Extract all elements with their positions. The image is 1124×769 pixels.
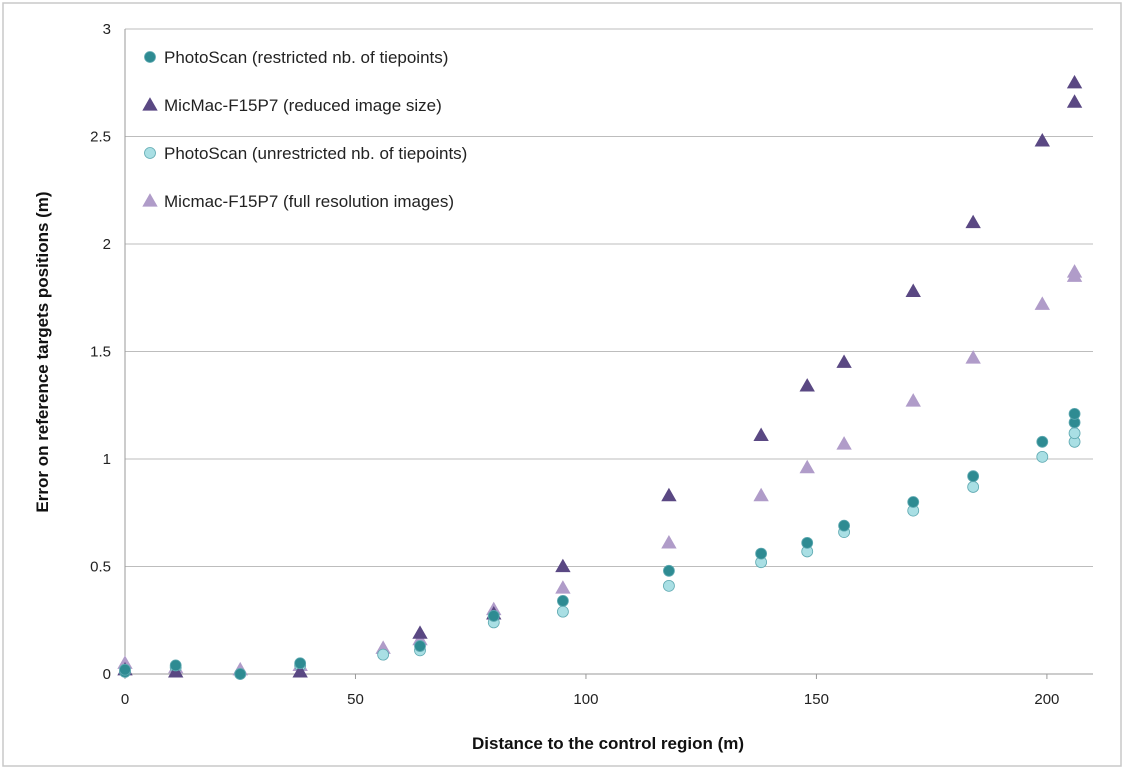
data-point-circle [838,519,850,532]
data-point-triangle [292,664,308,678]
data-point-circle [1068,427,1081,440]
data-point-circle [1036,450,1049,463]
x-axis-title: Distance to the control region (m) [472,734,744,753]
data-point-triangle [965,350,981,364]
data-point-triangle [753,487,769,502]
data-point-circle [967,470,980,483]
legend-marker [144,147,156,159]
y-tick-label: 2.5 [90,129,111,146]
data-point-circle [557,605,569,618]
data-point-circle [663,564,675,577]
x-tick-label: 200 [1034,691,1059,708]
data-point-circle [377,648,390,661]
data-point-triangle [799,378,815,392]
data-point-triangle [661,535,677,549]
y-tick-label: 1.5 [90,344,111,361]
data-point-triangle [905,283,921,297]
y-tick-label: 0 [103,666,111,683]
data-point-triangle [1066,264,1083,278]
data-point-triangle [1034,296,1050,310]
data-point-triangle [412,625,428,639]
y-tick-label: 1 [103,451,111,468]
tick-labels: 0 0.5 1 1.5 2 2.5 3 0 50 100 150 200 [90,21,1059,708]
data-point-triangle [836,354,852,368]
data-point-circle [557,595,569,607]
legend-label: PhotoScan (restricted nb. of tiepoints) [164,48,448,67]
data-point-triangle [905,393,921,407]
data-point-triangle [1066,94,1083,108]
data-point-circle [487,610,500,622]
y-tick-label: 0.5 [90,559,111,576]
data-point-triangle [1034,132,1050,147]
data-point-triangle [661,487,677,502]
data-point-circle [169,659,182,672]
y-tick-label: 2 [103,236,111,253]
y-axis-title: Error on reference targets positions (m) [33,191,52,512]
gridlines [125,28,1093,567]
data-points [117,74,1083,680]
data-point-circle [907,496,920,508]
y-tick-label: 3 [103,21,111,38]
data-point-triangle [965,214,981,229]
data-point-triangle [799,459,815,474]
data-point-triangle [555,558,571,573]
legend-marker [142,193,158,207]
data-point-circle [294,657,307,670]
axes [124,29,1093,679]
x-tick-label: 50 [347,691,364,708]
data-point-triangle [555,580,571,594]
data-point-circle [663,579,675,592]
data-point-circle [801,536,814,549]
data-point-circle [119,663,131,676]
data-point-triangle [753,427,769,442]
data-point-circle [1068,407,1081,420]
data-point-circle [414,640,426,652]
legend-marker [144,51,156,63]
data-point-circle [967,481,980,493]
x-tick-label: 0 [121,691,129,708]
data-point-triangle [836,436,852,450]
x-tick-label: 150 [804,691,829,708]
legend-label: MicMac-F15P7 (reduced image size) [164,96,442,115]
legend-label: Micmac-F15P7 (full resolution images) [164,192,454,211]
data-point-circle [1036,435,1049,448]
data-point-circle [234,668,247,680]
x-tick-label: 100 [573,691,598,708]
legend-label: PhotoScan (unrestricted nb. of tiepoints… [164,144,467,163]
data-point-triangle [1066,74,1083,89]
legend-marker [142,97,158,111]
legend: PhotoScan (restricted nb. of tiepoints) M… [142,48,467,211]
data-point-circle [755,547,768,560]
